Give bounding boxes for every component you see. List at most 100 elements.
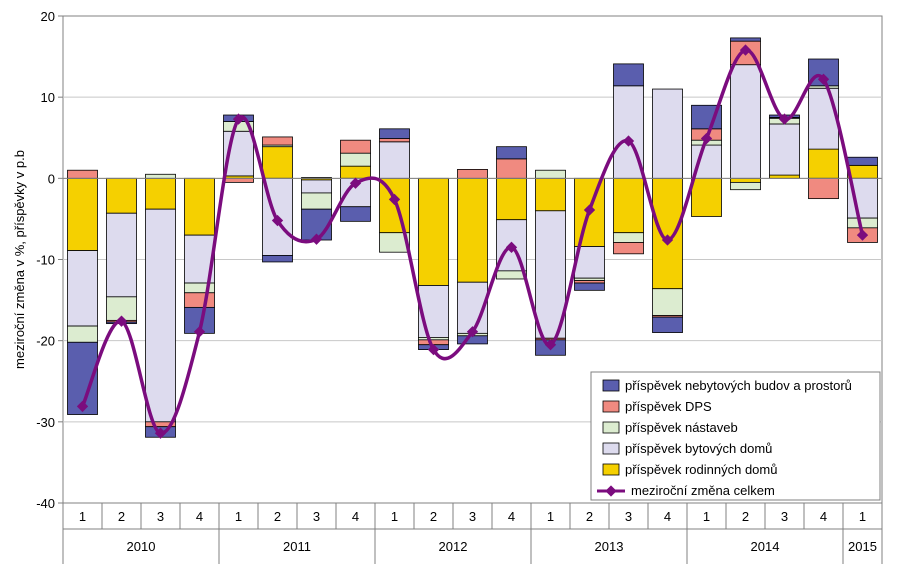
y-tick-label: 0 (48, 171, 55, 186)
x-tick-label: 2 (118, 509, 125, 524)
x-tick-label: 1 (547, 509, 554, 524)
x-tick-label: 4 (196, 509, 203, 524)
bar-segment-dps (262, 136, 293, 146)
x-tick-label: 4 (508, 509, 515, 524)
bar-segment-na (340, 152, 371, 167)
y-tick-label: 20 (41, 9, 55, 24)
bar-segment-dps (496, 158, 527, 179)
legend-swatch-dps (602, 400, 620, 413)
legend-line-marker (605, 485, 617, 497)
legend-label-bd: příspěvek bytových domů (625, 441, 772, 456)
bar-segment-dps (457, 169, 488, 179)
legend-swatch-na (602, 421, 620, 434)
bar-segment-na (301, 192, 332, 210)
bar-segment-na (652, 288, 683, 316)
total-change-line (80, 48, 865, 435)
total-change-marker (427, 343, 440, 356)
bar-segment-rd (535, 177, 566, 212)
bar-segment-dps (184, 292, 215, 308)
bar-segment-rd (184, 177, 215, 236)
x-tick-label: 1 (391, 509, 398, 524)
bar-segment-na (145, 173, 176, 179)
bar-segment-nb (613, 63, 644, 87)
bar-segment-rd (691, 177, 722, 217)
bar-segment-bd (808, 87, 839, 150)
bar-segment-nb (340, 206, 371, 222)
bar-segment-dps (340, 139, 371, 154)
bar-segment-bd (67, 250, 98, 327)
y-tick-label: -40 (36, 496, 55, 511)
y-tick-label: 10 (41, 90, 55, 105)
bar-segment-rd (340, 165, 371, 179)
total-change-marker (622, 135, 635, 147)
total-change-marker (856, 229, 869, 241)
x-tick-label: 3 (781, 509, 788, 524)
bar-segment-rd (730, 177, 761, 183)
x-tick-label: 1 (859, 509, 866, 524)
bar-segment-nb (262, 255, 293, 263)
total-change-marker (388, 193, 401, 206)
bar-segment-rd (457, 177, 488, 283)
bar-segment-rd (847, 164, 878, 179)
legend-swatch-rd (602, 463, 620, 476)
total-change-marker (700, 132, 713, 145)
bar-segment-rd (808, 148, 839, 179)
legend-label-total: meziroční změna celkem (631, 483, 775, 498)
bar-segment-bd (730, 64, 761, 179)
bar-segment-dps (67, 169, 98, 179)
legend-box (590, 371, 881, 501)
year-label: 2015 (848, 539, 877, 554)
bar-segment-nb (652, 316, 683, 333)
x-tick-label: 1 (79, 509, 86, 524)
total-change-marker (466, 326, 479, 338)
bar-segment-na (379, 232, 410, 253)
total-change-marker (583, 204, 596, 216)
bar-segment-rd (418, 177, 449, 286)
year-label: 2011 (283, 539, 311, 554)
x-tick-label: 4 (664, 509, 671, 524)
x-tick-label: 1 (703, 509, 710, 524)
x-tick-label: 4 (352, 509, 359, 524)
total-change-marker (349, 177, 362, 189)
x-tick-label: 2 (430, 509, 437, 524)
year-label: 2014 (751, 539, 780, 554)
y-tick-label: -30 (36, 415, 55, 430)
bar-segment-rd (613, 177, 644, 234)
year-label: 2012 (439, 539, 468, 554)
total-change-marker (544, 339, 557, 351)
bar-segment-bd (535, 210, 566, 339)
bar-segment-dps (379, 138, 410, 143)
year-label: 2013 (595, 539, 624, 554)
x-tick-label: 3 (469, 509, 476, 524)
legend-swatch-bd (602, 442, 620, 455)
bar-segment-nb (496, 146, 527, 160)
bar-segment-na (847, 217, 878, 229)
bar-segment-bd (301, 179, 332, 194)
bar-segment-nb (379, 128, 410, 139)
bar-segment-nb (574, 282, 605, 291)
y-axis-label: meziroční změna v %, příspěvky v p.b (12, 150, 27, 369)
legend-label-na: příspěvek nástaveb (625, 420, 738, 435)
bar-segment-na (535, 169, 566, 179)
total-change-marker (193, 326, 206, 338)
bar-segment-bd (379, 141, 410, 179)
y-tick-label: -10 (36, 253, 55, 268)
total-change-marker (154, 427, 167, 439)
bar-segment-na (67, 325, 98, 343)
bar-segment-rd (67, 177, 98, 251)
total-change-marker (661, 234, 674, 246)
bar-segment-bd (106, 212, 137, 298)
bar-segment-na (496, 270, 527, 280)
x-tick-label: 3 (313, 509, 320, 524)
bar-segment-rd (652, 177, 683, 290)
bar-segment-nb (847, 156, 878, 166)
y-tick-label: -20 (36, 334, 55, 349)
bar-segment-dps (613, 242, 644, 255)
legend-label-dps: příspěvek DPS (625, 399, 712, 414)
bar-segment-rd (379, 177, 410, 234)
bar-segment-na (613, 232, 644, 243)
total-change-marker (310, 233, 323, 245)
bar-segment-dps (223, 177, 254, 183)
bar-segment-bd (652, 88, 683, 179)
